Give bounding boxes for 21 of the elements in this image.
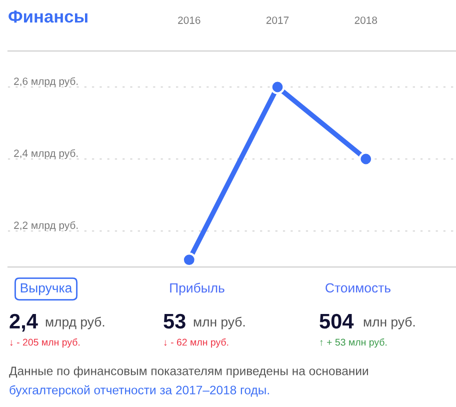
- text: 504: [320, 314, 354, 329]
- text: млрд руб.: [46, 316, 104, 330]
- text: бухгалтерской отчетности за 2017–2018 годы.: [10, 385, 269, 397]
- y-tick-label: 2,4 млрд руб.: [14, 149, 78, 159]
- x-tick-label: 2018: [354, 16, 378, 24]
- text: 53: [164, 314, 186, 329]
- text: Данные по финансовым показателям приведены на основании: [9, 366, 368, 378]
- x-tick-label: 2016: [178, 16, 200, 24]
- text: млн руб.: [364, 316, 415, 330]
- text: 2,4: [10, 314, 38, 332]
- y-tick-label: 2,2 млрд руб.: [14, 221, 78, 231]
- text: Выручка: [20, 283, 72, 296]
- text: ↓ - 205 млн руб.: [10, 338, 80, 348]
- text: Прибыль: [170, 282, 224, 296]
- text: ↑ + 53 млн руб.: [320, 338, 387, 348]
- x-tick-label: 2017: [266, 16, 289, 24]
- y-tick-label: 2,6 млрд руб.: [14, 77, 78, 87]
- text: Стоимость: [326, 283, 390, 293]
- text: ↓ - 62 млн руб.: [164, 338, 228, 348]
- chart-title: Финансы: [8, 10, 88, 23]
- text: млн руб.: [194, 316, 245, 330]
